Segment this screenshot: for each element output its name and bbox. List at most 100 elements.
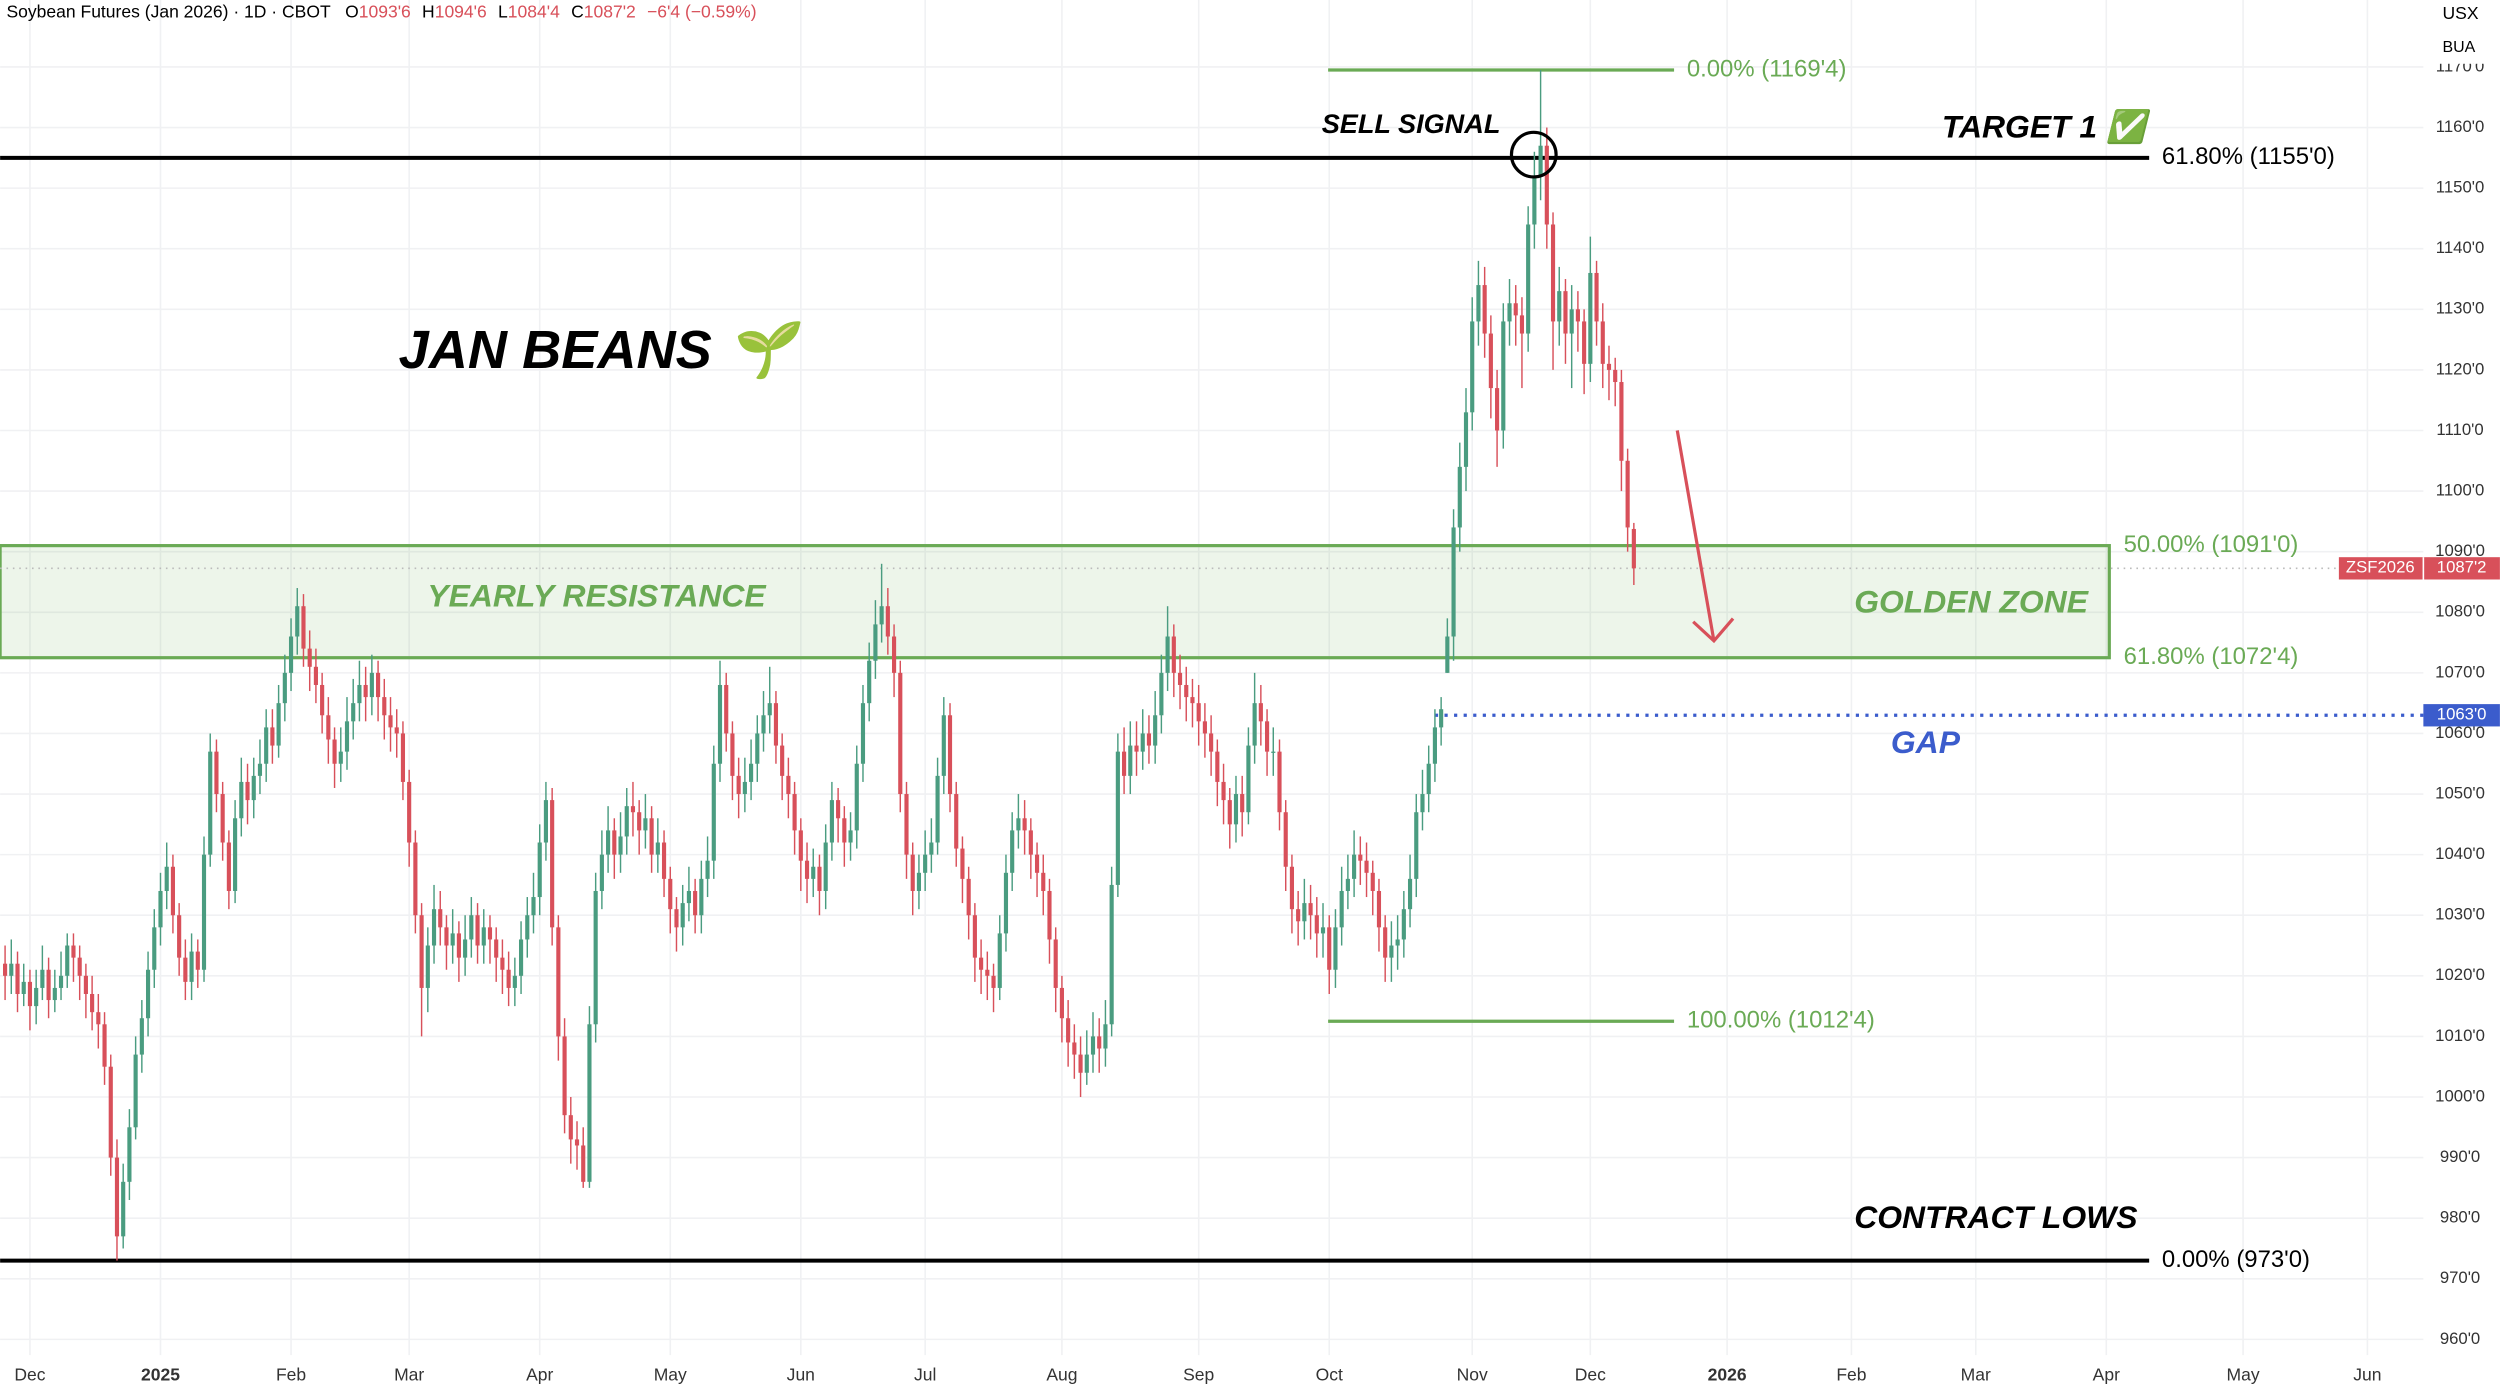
last-price-box bbox=[2338, 557, 2500, 580]
candle-body bbox=[1209, 733, 1214, 752]
candle-body bbox=[1103, 1024, 1108, 1049]
y-tick-label: 1060'0 bbox=[2435, 723, 2485, 742]
candle-body bbox=[1171, 636, 1176, 673]
candle-body bbox=[568, 1115, 573, 1140]
candle-body bbox=[761, 715, 766, 734]
candle-body bbox=[587, 1024, 592, 1182]
candle-body bbox=[686, 890, 691, 904]
y-tick-label: 1100'0 bbox=[2436, 481, 2484, 500]
candle-body bbox=[742, 781, 747, 795]
axis-unit: USX bbox=[2443, 3, 2479, 23]
y-tick-label: 1080'0 bbox=[2435, 602, 2485, 621]
candle-body bbox=[693, 890, 698, 916]
candle-body bbox=[301, 606, 306, 649]
y-tick-label: 990'0 bbox=[2440, 1147, 2480, 1166]
candle-body bbox=[1314, 915, 1319, 934]
candle-body bbox=[661, 842, 667, 879]
candle-body bbox=[537, 842, 542, 898]
candle-body bbox=[885, 606, 890, 637]
candle-body bbox=[102, 1024, 107, 1067]
gap-name: GAP bbox=[1891, 724, 1961, 760]
candle-body bbox=[1501, 321, 1506, 431]
candle-body bbox=[1128, 745, 1133, 776]
x-tick-label: Jun bbox=[787, 1364, 815, 1384]
candle-body bbox=[637, 812, 642, 831]
candle-body bbox=[786, 775, 791, 795]
candle-body bbox=[1252, 703, 1257, 746]
candle-body bbox=[1233, 794, 1239, 825]
candle-body bbox=[755, 733, 760, 764]
y-tick-label: 1020'0 bbox=[2435, 965, 2485, 984]
candle-body bbox=[363, 684, 368, 698]
header-change: −6'4 (−0.59%) bbox=[647, 1, 756, 21]
candle-body bbox=[226, 842, 231, 891]
candle-body bbox=[991, 975, 996, 988]
candle-body bbox=[1215, 751, 1220, 782]
candle-body bbox=[879, 606, 884, 625]
annotation: CONTRACT LOWS bbox=[1854, 1199, 2137, 1235]
candle-body bbox=[804, 860, 810, 879]
candle-body bbox=[1544, 145, 1549, 225]
candle-body bbox=[736, 775, 741, 795]
candle-body bbox=[1345, 878, 1350, 891]
candle-body bbox=[1072, 1042, 1077, 1055]
candle-body bbox=[798, 830, 803, 861]
y-tick-label: 1160'0 bbox=[2436, 117, 2484, 136]
x-tick-label: May bbox=[654, 1364, 687, 1384]
candle-body bbox=[624, 806, 629, 837]
candle-body bbox=[270, 727, 275, 746]
y-tick-label: 960'0 bbox=[2440, 1329, 2480, 1348]
candle-body bbox=[450, 933, 455, 946]
candle-body bbox=[1513, 303, 1518, 316]
candle-body bbox=[1277, 751, 1282, 813]
y-tick-label: 1130'0 bbox=[2436, 299, 2484, 318]
candle-body bbox=[1407, 878, 1413, 910]
candle-body bbox=[3, 963, 8, 976]
y-tick-label: 970'0 bbox=[2440, 1268, 2480, 1287]
candle-body bbox=[767, 703, 772, 716]
candle-body bbox=[1445, 636, 1450, 673]
candle-body bbox=[724, 684, 729, 734]
candle-body bbox=[581, 1145, 586, 1182]
x-tick-label: Oct bbox=[1316, 1364, 1343, 1384]
candle-body bbox=[121, 1181, 126, 1237]
candle-body bbox=[1078, 1054, 1083, 1073]
fib-label: 0.00% (973'0) bbox=[2162, 1246, 2310, 1273]
candle-body bbox=[593, 890, 598, 1025]
candle-body bbox=[854, 763, 859, 831]
candle-body bbox=[848, 830, 853, 843]
candle-body bbox=[1339, 890, 1344, 928]
header-key: C bbox=[571, 1, 584, 21]
candle-body bbox=[382, 697, 387, 716]
levels bbox=[0, 68, 2424, 1263]
last-price-symbol: ZSF2026 bbox=[2346, 558, 2415, 577]
candle-body bbox=[506, 969, 511, 988]
candle-body bbox=[525, 915, 530, 940]
candle-body bbox=[494, 939, 499, 958]
annotation: YEARLY RESISTANCE bbox=[427, 577, 767, 613]
candle-body bbox=[1090, 1036, 1096, 1055]
candle-body bbox=[1370, 872, 1375, 891]
header: Soybean Futures (Jan 2026) · 1D · CBOT O… bbox=[6, 1, 756, 21]
candle-body bbox=[1264, 721, 1270, 752]
y-tick-label: 1150'0 bbox=[2436, 178, 2484, 197]
candle-body bbox=[189, 951, 194, 982]
candle-body bbox=[481, 927, 486, 946]
candle-body bbox=[251, 775, 256, 801]
candle-body bbox=[52, 987, 57, 1001]
candle-body bbox=[1022, 818, 1027, 831]
candle-body bbox=[891, 636, 897, 673]
candle-body bbox=[108, 1066, 113, 1158]
candle-body bbox=[400, 733, 406, 782]
candle-body bbox=[630, 806, 636, 813]
candle-body bbox=[233, 818, 238, 891]
fib-label: 61.80% (1155'0) bbox=[2162, 143, 2335, 170]
candle-body bbox=[711, 763, 716, 861]
candle-body bbox=[1327, 927, 1332, 970]
candle-body bbox=[1414, 812, 1419, 879]
x-tick-label: Nov bbox=[1457, 1364, 1488, 1384]
candle-body bbox=[1308, 903, 1313, 916]
candle-body bbox=[469, 915, 474, 940]
annotation: TARGET 1 ✅ bbox=[1942, 109, 2152, 145]
candle-body bbox=[487, 927, 493, 940]
